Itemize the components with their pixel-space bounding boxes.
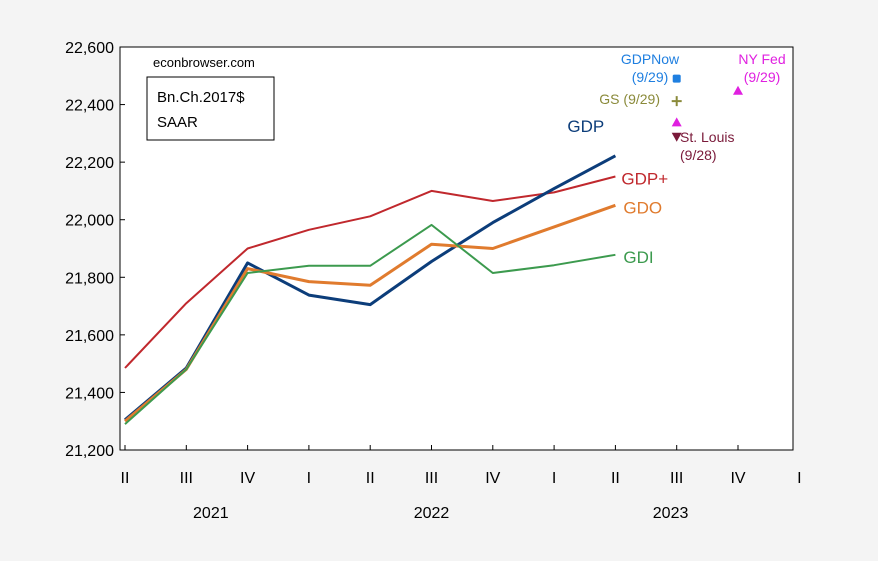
y-tick-label: 21,400: [65, 385, 114, 402]
series-label-gdp: GDP: [567, 117, 604, 136]
nowcast-ny-fed-9-29-label: NY Fed: [738, 51, 785, 67]
x-tick-label: II: [366, 470, 375, 487]
series-lines: [124, 154, 617, 425]
x-tick-label: II: [121, 470, 130, 487]
y-tick-label: 22,000: [65, 213, 114, 230]
x-tick-label: IV: [730, 470, 745, 487]
series-label-gdp: GDP+: [621, 170, 668, 189]
series-line-gdp: [124, 175, 616, 369]
year-label: 2021: [193, 505, 229, 522]
year-label: 2022: [414, 505, 450, 522]
y-axis-ticks: 21,200 21,400 21,600 21,800 22,000 22,200 22,4…: [65, 40, 125, 460]
x-tick-label: II: [611, 470, 620, 487]
units-box: [146, 76, 275, 141]
nowcast-st-louis-9-28-marker: [671, 132, 682, 142]
y-tick-label: 22,200: [65, 155, 114, 172]
y-tick-label: 22,400: [65, 98, 114, 115]
x-tick-label: IV: [485, 470, 500, 487]
y-tick-label: 22,600: [65, 40, 114, 57]
nowcast-ny-fed-9-29-marker: [733, 85, 743, 95]
x-tick-label: III: [670, 470, 683, 487]
series-label-gdi: GDI: [623, 248, 653, 267]
year-label: 2023: [653, 505, 689, 522]
y-tick-label: 21,600: [65, 328, 114, 345]
x-tick-label: I: [307, 470, 311, 487]
x-tick-label: I: [797, 470, 801, 487]
nowcast-gs-9-29-marker: [671, 96, 682, 107]
nowcast-gs-9-29-label: GS (9/29): [599, 91, 660, 107]
y-tick-label: 21,200: [65, 443, 114, 460]
x-tick-label: I: [552, 470, 556, 487]
series-line-gdi: [124, 223, 616, 425]
series-label-gdo: GDO: [623, 198, 662, 217]
x-tick-label: III: [180, 470, 193, 487]
y-tick-label: 21,800: [65, 270, 114, 287]
nowcast-markers: GDPNow (9/29) GS (9/29) NY Fed (9/29) St. Lou…: [599, 51, 785, 163]
nowcast-ny-fed-9-29-label: (9/29): [744, 69, 781, 85]
x-tick-label: III: [425, 470, 438, 487]
nowcast-gdpnow-9-29-label: GDPNow: [621, 51, 680, 67]
nowcast-st-louis-9-28-label: (9/28): [680, 147, 717, 163]
units-line-2: SAAR: [157, 114, 198, 131]
nowcast-ny-fed-q3-marker: [671, 117, 682, 127]
nowcast-gdpnow-9-29-label: (9/29): [632, 69, 669, 85]
x-tick-label: IV: [240, 470, 255, 487]
watermark: econbrowser.com: [153, 55, 255, 70]
units-line-1: Bn.Ch.2017$: [157, 89, 245, 106]
nowcast-gdpnow-9-29-marker: [672, 74, 681, 83]
nowcast-st-louis-9-28-label: St. Louis: [680, 129, 734, 145]
series-labels: GDP+ GDP GDO GDI: [567, 117, 668, 267]
